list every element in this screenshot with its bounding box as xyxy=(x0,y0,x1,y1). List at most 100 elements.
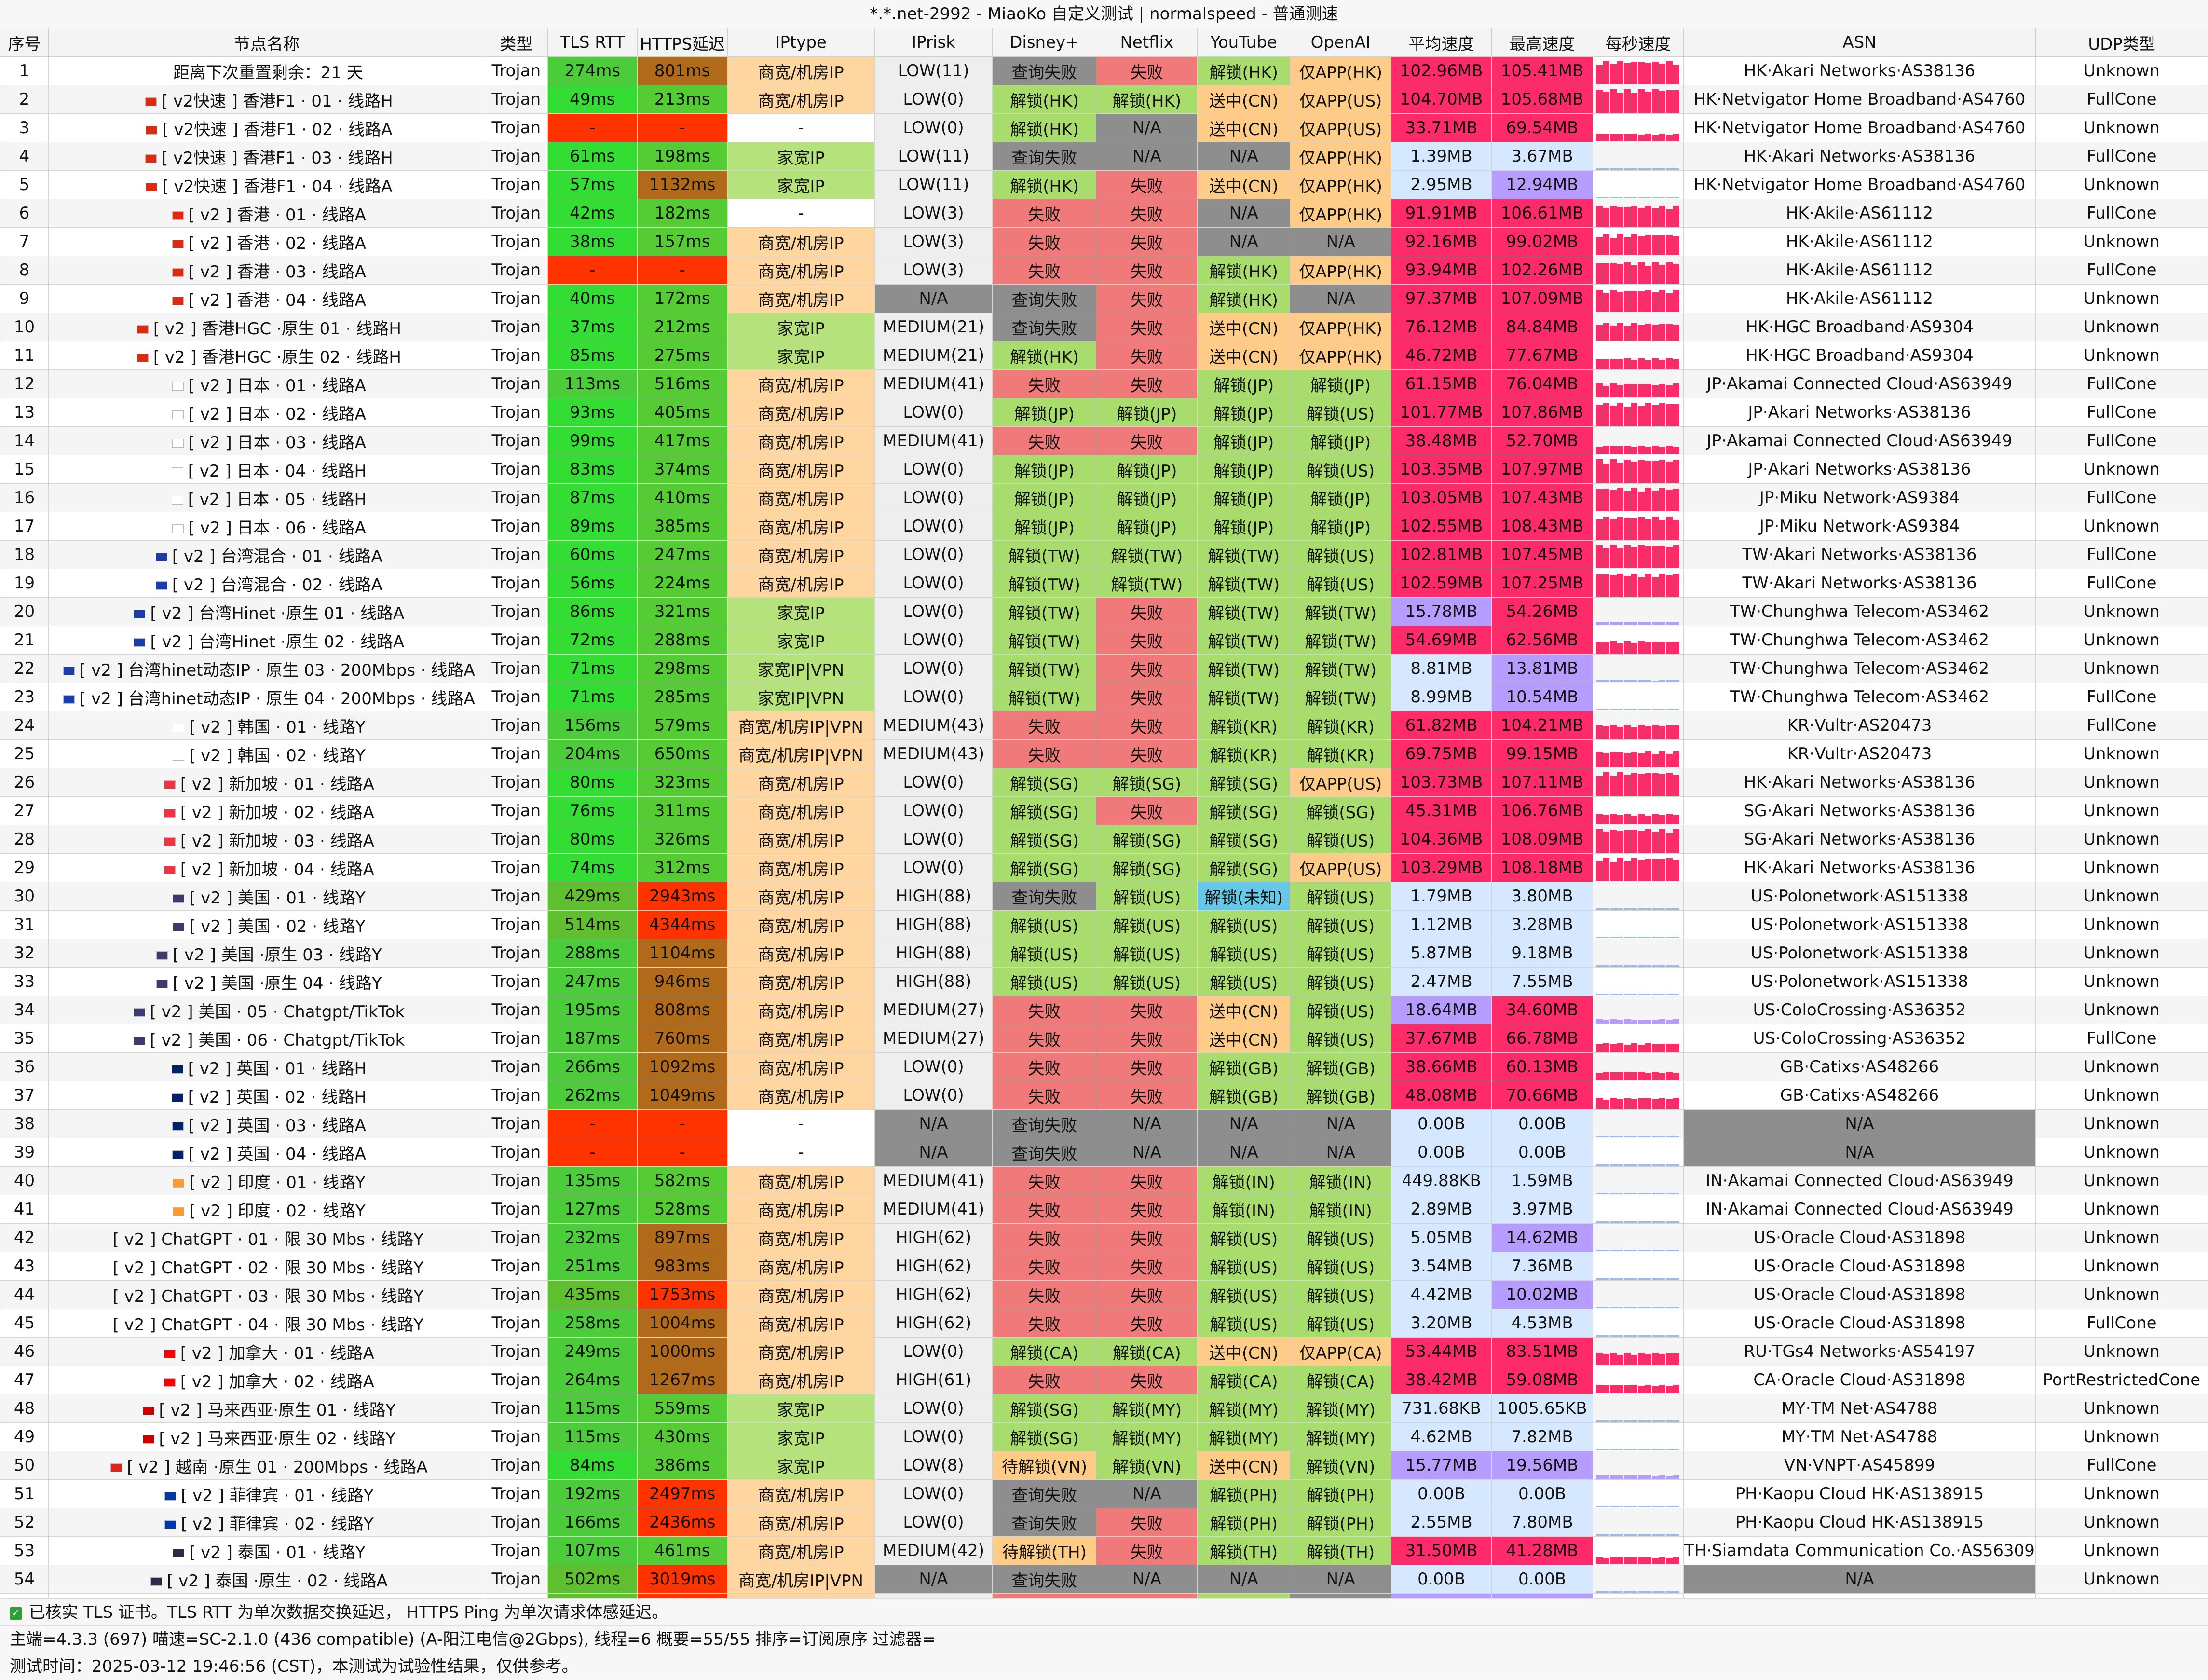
table-row[interactable]: 29[ v2 ] 新加坡 · 04 · 线路A Trojan 74ms 312ms 商宽… xyxy=(0,853,2208,882)
table-row[interactable]: 45[ v2 ] ChatGPT · 04 · 限 30 Mbs · 线路Y Tr… xyxy=(0,1309,2208,1338)
speed-bar xyxy=(1624,1192,1631,1194)
col-avg-speed: 38.42MB xyxy=(1391,1366,1492,1394)
flag-jp-icon xyxy=(172,439,184,448)
table-row[interactable]: 33[ v2 ] 美国 ·原生 04 · 线路Y Trojan 247ms 946ms… xyxy=(0,967,2208,996)
table-row[interactable]: 48[ v2 ] 马来西亚·原生 01 · 线路Y Trojan 115ms 559m… xyxy=(0,1394,2208,1423)
table-row[interactable]: 51[ v2 ] 菲律宾 · 01 · 线路Y Trojan 192ms 2497ms… xyxy=(0,1479,2208,1508)
col-youtube-header[interactable]: YouTube xyxy=(1197,28,1291,57)
node-name-text: [ v2 ] 英国 · 04 · 线路A xyxy=(188,1144,366,1164)
table-row[interactable]: 41[ v2 ] 印度 · 02 · 线路Y Trojan 127ms 528ms 商宽… xyxy=(0,1195,2208,1224)
table-row[interactable]: 35[ v2 ] 美国 · 06 · Chatgpt/TikTok Trojan 1… xyxy=(0,1024,2208,1053)
table-row[interactable]: 12[ v2 ] 日本 · 01 · 线路A Trojan 113ms 516ms 商宽… xyxy=(0,369,2208,398)
table-row[interactable]: 46[ v2 ] 加拿大 · 01 · 线路A Trojan 249ms 1000ms… xyxy=(0,1337,2208,1366)
table-row[interactable]: 31[ v2 ] 美国 · 02 · 线路Y Trojan 514ms 4344ms 商… xyxy=(0,910,2208,939)
table-row[interactable]: 23[ v2 ] 台湾hinet动态IP · 原生 04 · 200Mbps ·… xyxy=(0,683,2208,711)
col-type-header[interactable]: 类型 xyxy=(484,28,548,57)
speed-bar xyxy=(1638,708,1645,710)
table-row[interactable]: 42[ v2 ] ChatGPT · 01 · 限 30 Mbs · 线路Y Tr… xyxy=(0,1223,2208,1252)
table-row[interactable]: 20[ v2 ] 台湾Hinet ·原生 01 · 线路A Trojan 86ms 3… xyxy=(0,597,2208,626)
col-iprisk-header[interactable]: IPrisk xyxy=(874,28,993,57)
table-row[interactable]: 27[ v2 ] 新加坡 · 02 · 线路A Trojan 76ms 311ms 商宽… xyxy=(0,796,2208,825)
col-iptype-header[interactable]: IPtype xyxy=(727,28,875,57)
col-youtube: 解锁(US) xyxy=(1197,967,1291,996)
col-openai-header[interactable]: OpenAI xyxy=(1290,28,1392,57)
col-tls-rtt: 258ms xyxy=(547,1309,638,1338)
speed-bar xyxy=(1652,1475,1659,1479)
flag-jp-icon xyxy=(172,382,184,391)
speed-bar xyxy=(1596,236,1603,255)
table-row[interactable]: 34[ v2 ] 美国 · 05 · Chatgpt/TikTok Trojan 1… xyxy=(0,996,2208,1024)
col-node-name: [ v2 ] 英国 · 03 · 线路A xyxy=(48,1109,485,1138)
col-tls-rtt: 57ms xyxy=(547,170,638,199)
col-per-second-speed xyxy=(1593,170,1684,199)
table-row[interactable]: 37[ v2 ] 英国 · 02 · 线路H Trojan 262ms 1049ms 商… xyxy=(0,1081,2208,1110)
speed-bar xyxy=(1638,291,1645,312)
table-row[interactable]: 26[ v2 ] 新加坡 · 01 · 线路A Trojan 80ms 323ms 商宽… xyxy=(0,768,2208,797)
col-avg-speed-header[interactable]: 平均速度 xyxy=(1391,28,1492,57)
col-asn: US·Oracle Cloud·AS31898 xyxy=(1683,1280,2036,1309)
col-avg-speed: 0.00B xyxy=(1391,1109,1492,1138)
col-asn-header[interactable]: ASN xyxy=(1683,28,2036,57)
col-type: Trojan xyxy=(484,540,548,569)
speed-bar xyxy=(1596,709,1603,710)
table-row[interactable]: 6[ v2 ] 香港 · 01 · 线路A Trojan 42ms 182ms - LOW… xyxy=(0,199,2208,228)
table-row[interactable]: 22[ v2 ] 台湾hinet动态IP · 原生 03 · 200Mbps ·… xyxy=(0,654,2208,683)
table-row[interactable]: 17[ v2 ] 日本 · 06 · 线路A Trojan 89ms 385ms 商宽/… xyxy=(0,512,2208,541)
col-index-header[interactable]: 序号 xyxy=(0,28,49,57)
table-row[interactable]: 4[ v2快速 ] 香港F1 · 03 · 线路H Trojan 61ms 198ms… xyxy=(0,142,2208,171)
table-row[interactable]: 30[ v2 ] 美国 · 01 · 线路Y Trojan 429ms 2943ms 商… xyxy=(0,882,2208,911)
table-row[interactable]: 38[ v2 ] 英国 · 03 · 线路A Trojan - - - N/A 查询失败 N/… xyxy=(0,1109,2208,1138)
table-row[interactable]: 9[ v2 ] 香港 · 04 · 线路A Trojan 40ms 172ms 商宽/机… xyxy=(0,284,2208,313)
speed-sparkline xyxy=(1596,1511,1680,1536)
col-node-name-header[interactable]: 节点名称 xyxy=(48,28,485,57)
table-row[interactable]: 15[ v2 ] 日本 · 04 · 线路H Trojan 83ms 374ms 商宽/… xyxy=(0,455,2208,484)
col-avg-speed: 104.70MB xyxy=(1391,85,1492,114)
col-max-speed-header[interactable]: 最高速度 xyxy=(1491,28,1593,57)
col-https-latency-header[interactable]: HTTPS延迟 xyxy=(637,28,728,57)
col-https-latency: 897ms xyxy=(637,1223,728,1252)
speed-sparkline xyxy=(1596,771,1680,796)
table-row[interactable]: 49[ v2 ] 马来西亚·原生 02 · 线路Y Trojan 115ms 430m… xyxy=(0,1422,2208,1451)
table-row[interactable]: 32[ v2 ] 美国 ·原生 03 · 线路Y Trojan 288ms 1104m… xyxy=(0,939,2208,968)
table-row[interactable]: 39[ v2 ] 英国 · 04 · 线路A Trojan - - - N/A 查询失败 N/… xyxy=(0,1138,2208,1167)
col-udp-type-header[interactable]: UDP类型 xyxy=(2035,28,2208,57)
table-row[interactable]: 24[ v2 ] 韩国 · 01 · 线路Y Trojan 156ms 579ms 商宽… xyxy=(0,711,2208,740)
table-row[interactable]: 43[ v2 ] ChatGPT · 02 · 限 30 Mbs · 线路Y Tr… xyxy=(0,1252,2208,1281)
col-per-second-speed-header[interactable]: 每秒速度 xyxy=(1593,28,1684,57)
table-row[interactable]: 1 距离下次重置剩余：21 天 Trojan 274ms 801ms 商宽/机房IP LOW… xyxy=(0,56,2208,85)
table-row[interactable]: 54[ v2 ] 泰国 ·原生 · 02 · 线路A Trojan 502ms 301… xyxy=(0,1565,2208,1594)
table-row[interactable]: 18[ v2 ] 台湾混合 · 01 · 线路A Trojan 60ms 247ms 商… xyxy=(0,540,2208,569)
table-row[interactable]: 8[ v2 ] 香港 · 03 · 线路A Trojan - - 商宽/机房IP LOW(… xyxy=(0,256,2208,285)
table-row[interactable]: 13[ v2 ] 日本 · 02 · 线路A Trojan 93ms 405ms 商宽/… xyxy=(0,398,2208,427)
col-openai: 解锁(GB) xyxy=(1290,1052,1392,1081)
table-row[interactable]: 40[ v2 ] 印度 · 01 · 线路Y Trojan 135ms 582ms 商宽… xyxy=(0,1166,2208,1195)
col-netflix-header[interactable]: Netflix xyxy=(1096,28,1198,57)
table-row[interactable]: 21[ v2 ] 台湾Hinet ·原生 02 · 线路A Trojan 72ms 2… xyxy=(0,626,2208,655)
table-row[interactable]: 53[ v2 ] 泰国 · 01 · 线路Y Trojan 107ms 461ms 商宽… xyxy=(0,1536,2208,1565)
table-row[interactable]: 5[ v2快速 ] 香港F1 · 04 · 线路A Trojan 57ms 1132m… xyxy=(0,170,2208,199)
table-row[interactable]: 25[ v2 ] 韩国 · 02 · 线路Y Trojan 204ms 650ms 商宽… xyxy=(0,739,2208,768)
table-row[interactable]: 7[ v2 ] 香港 · 02 · 线路A Trojan 38ms 157ms 商宽/机… xyxy=(0,227,2208,256)
col-tls-rtt-header[interactable]: TLS RTT xyxy=(547,28,638,57)
table-row[interactable]: 52[ v2 ] 菲律宾 · 02 · 线路Y Trojan 166ms 2436ms… xyxy=(0,1508,2208,1537)
speed-bar xyxy=(1624,445,1631,454)
speed-bar xyxy=(1610,621,1617,625)
table-row[interactable]: 3[ v2快速 ] 香港F1 · 02 · 线路A Trojan - - - LOW(0)… xyxy=(0,113,2208,142)
table-row[interactable]: 14[ v2 ] 日本 · 03 · 线路A Trojan 99ms 417ms 商宽/… xyxy=(0,426,2208,455)
table-row[interactable]: 10[ v2 ] 香港HGC ·原生 01 · 线路H Trojan 37ms 212… xyxy=(0,313,2208,341)
speed-sparkline xyxy=(1596,885,1680,910)
table-row[interactable]: 28[ v2 ] 新加坡 · 03 · 线路A Trojan 80ms 326ms 商宽… xyxy=(0,825,2208,854)
table-row[interactable]: 16[ v2 ] 日本 · 05 · 线路H Trojan 87ms 410ms 商宽/… xyxy=(0,483,2208,512)
speed-bar xyxy=(1617,548,1624,568)
table-row[interactable]: 47[ v2 ] 加拿大 · 02 · 线路A Trojan 264ms 1267ms… xyxy=(0,1366,2208,1394)
table-row[interactable]: 19[ v2 ] 台湾混合 · 02 · 线路A Trojan 56ms 224ms 商… xyxy=(0,569,2208,598)
table-row[interactable]: 44[ v2 ] ChatGPT · 03 · 限 30 Mbs · 线路Y Tr… xyxy=(0,1280,2208,1309)
speed-bar xyxy=(1603,134,1610,141)
col-iptype: - xyxy=(727,1138,875,1167)
speed-bar xyxy=(1659,1306,1666,1308)
table-row[interactable]: 2[ v2快速 ] 香港F1 · 01 · 线路H Trojan 49ms 213ms… xyxy=(0,85,2208,114)
table-row[interactable]: 11[ v2 ] 香港HGC ·原生 02 · 线路H Trojan 85ms 275… xyxy=(0,341,2208,370)
table-row[interactable]: 50[ v2 ] 越南 ·原生 01 · 200Mbps · 线路A Trojan… xyxy=(0,1451,2208,1480)
table-row[interactable]: 36[ v2 ] 英国 · 01 · 线路H Trojan 266ms 1092ms 商… xyxy=(0,1052,2208,1081)
col-disney-header[interactable]: Disney+ xyxy=(992,28,1097,57)
